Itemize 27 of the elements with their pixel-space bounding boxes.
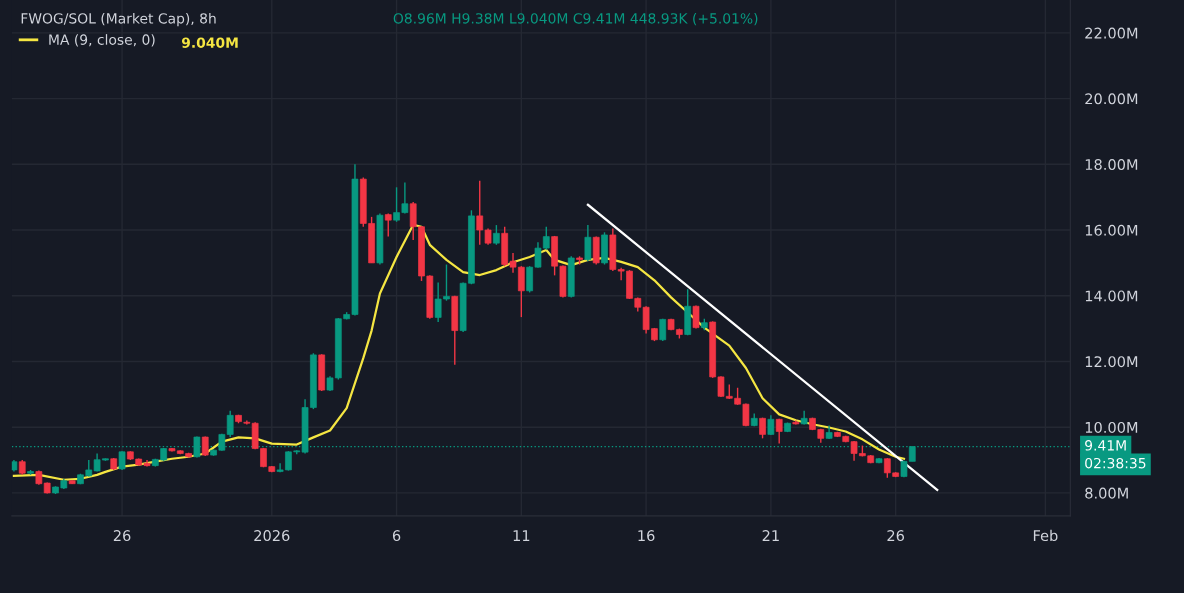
x-tick-label: 11 bbox=[513, 530, 530, 541]
ref-line-label: 9.41M bbox=[1085, 440, 1126, 451]
y-tick-label: 16.00M bbox=[1085, 224, 1138, 236]
line-series bbox=[12, 223, 906, 481]
annotation: 9.040M bbox=[181, 37, 238, 48]
y-tick-label: 18.00M bbox=[1085, 159, 1138, 171]
candlestick bbox=[775, 417, 783, 445]
x-tick-label: 26 bbox=[113, 530, 131, 542]
x-tick-label: 6 bbox=[392, 530, 401, 542]
x-tick-label: 16 bbox=[638, 530, 655, 542]
x-tick-label: Feb bbox=[1033, 529, 1058, 542]
y-tick-label: 14.00M bbox=[1085, 290, 1138, 302]
text: FWOG/SOL (Market Cap), 8h bbox=[21, 12, 216, 27]
y-tick-label: 22.00M bbox=[1085, 27, 1138, 39]
x-tick-label: 2026 bbox=[254, 530, 290, 542]
y-tick-label: 12.00M bbox=[1085, 356, 1138, 368]
candlestick bbox=[118, 450, 126, 471]
candlestick bbox=[584, 224, 592, 262]
y-tick-label: 20.00M bbox=[1085, 93, 1138, 105]
y-tick-label: 10.00M bbox=[1085, 421, 1138, 433]
x-tick-label: 21 bbox=[762, 530, 779, 541]
y-tick-label: 8.00M bbox=[1085, 487, 1128, 499]
legend-label: MA (9, close, 0) bbox=[49, 34, 155, 47]
x-tick-label: 26 bbox=[887, 530, 905, 542]
text: 02:38:35 bbox=[1085, 457, 1146, 469]
candlestick bbox=[493, 224, 500, 246]
annotation: O8.96M H9.38M L9.040M C9.41M 448.93K (+5.01%) bbox=[393, 12, 758, 26]
